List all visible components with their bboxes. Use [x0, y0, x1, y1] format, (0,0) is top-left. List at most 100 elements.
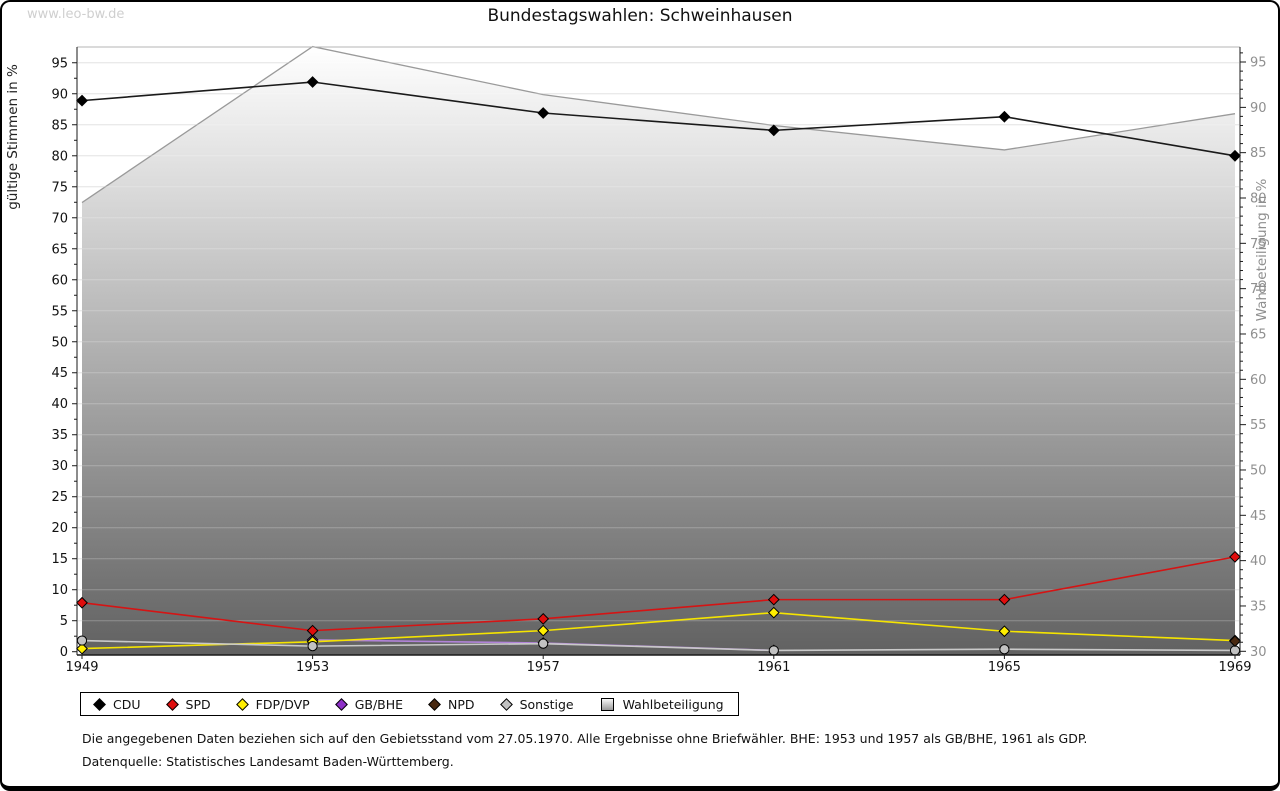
svg-text:1949: 1949	[65, 660, 98, 675]
legend-item-gb-bhe: GB/BHE	[334, 696, 404, 712]
svg-text:70: 70	[1250, 282, 1267, 297]
plot-frame	[76, 46, 1241, 656]
svg-text:1957: 1957	[527, 660, 560, 675]
svg-text:80: 80	[51, 149, 68, 164]
legend-item-spd: SPD	[165, 696, 211, 712]
turnout-line	[81, 45, 1236, 204]
svg-text:90: 90	[51, 87, 68, 102]
legend-item-cdu: CDU	[93, 696, 141, 712]
svg-text:gültige Stimmen in %: gültige Stimmen in %	[5, 64, 21, 210]
marker-spd-1969	[1229, 550, 1241, 563]
svg-text:20: 20	[51, 521, 68, 536]
marker-cdu-1961	[767, 124, 780, 137]
legend-label: FDP/DVP	[255, 696, 310, 712]
marker-cdu-1965	[998, 110, 1011, 123]
svg-text:0: 0	[60, 645, 68, 660]
wahlbeteiligung-legend-marker-icon	[600, 697, 614, 711]
watermark: www.leo-bw.de	[27, 7, 125, 22]
marker-spd-1965	[998, 593, 1011, 606]
svg-text:60: 60	[51, 273, 68, 288]
left-axis: 0 5 10 15 20 25 30 35 40 45 50 55 60 65 70 75 80 85 90 95	[51, 56, 77, 660]
legend-item-sonstige: Sonstige	[499, 696, 574, 712]
marker-cdu-1953	[306, 76, 319, 88]
left-axis-title: gültige Stimmen in %	[5, 64, 21, 210]
marker-sonstige-1957	[538, 638, 549, 649]
marker-cdu-1949	[76, 94, 88, 107]
legend-label: Sonstige	[519, 696, 574, 712]
footnote-datenquelle: Datenquelle: Statistisches Landesamt Bad…	[82, 754, 454, 769]
series-spd	[76, 550, 1241, 637]
svg-text:90: 90	[1250, 101, 1267, 116]
svg-text:65: 65	[51, 242, 68, 257]
right-axis-title: Wahlbeteiligung in %	[1254, 178, 1270, 321]
marker-spd-1957	[537, 612, 550, 625]
svg-text:40: 40	[1250, 554, 1267, 569]
svg-text:45: 45	[1250, 509, 1267, 524]
marker-sonstige-1961	[768, 645, 779, 656]
svg-text:70: 70	[51, 211, 68, 226]
legend: CDU SPD FDP/DVP GB/BHE NPD Sonstige Wahlbeteil…	[80, 692, 739, 716]
marker-fdp-dvp-1957	[537, 624, 550, 637]
marker-sonstige-1969	[1229, 645, 1241, 656]
svg-text:85: 85	[51, 118, 68, 133]
marker-npd-1969	[1229, 635, 1241, 648]
marker-cdu-1957	[537, 107, 550, 119]
svg-text:30: 30	[51, 459, 68, 474]
legend-item-wahlbeteiligung: Wahlbeteiligung	[600, 696, 724, 712]
x-axis: 1949 1953 1957 1961 1965 1969	[65, 655, 1252, 675]
legend-label: CDU	[113, 696, 141, 712]
marker-fdp-dvp-1965	[998, 625, 1011, 638]
svg-text:1961: 1961	[757, 660, 790, 675]
page-title: Bundestagswahlen: Schweinhausen	[487, 6, 793, 26]
svg-text:35: 35	[1250, 599, 1267, 614]
svg-text:80: 80	[1250, 191, 1267, 206]
marker-sonstige-1965	[999, 644, 1010, 655]
svg-text:60: 60	[1250, 373, 1267, 388]
svg-text:30: 30	[1250, 645, 1267, 660]
svg-text:75: 75	[51, 180, 68, 195]
svg-text:50: 50	[51, 335, 68, 350]
legend-label: Wahlbeteiligung	[622, 696, 724, 712]
spd-legend-marker-icon	[165, 697, 179, 711]
marker-fdp-dvp-1949	[76, 642, 88, 655]
legend-label: NPD	[448, 696, 475, 712]
marker-sonstige-1949	[76, 635, 88, 646]
marker-sonstige-1953	[307, 641, 318, 652]
svg-text:45: 45	[51, 366, 68, 381]
gb-bhe-legend-marker-icon	[334, 697, 348, 711]
svg-text:65: 65	[1250, 327, 1267, 342]
svg-text:1969: 1969	[1218, 660, 1251, 675]
svg-text:Wahlbeteiligung in %: Wahlbeteiligung in %	[1254, 178, 1270, 321]
svg-text:55: 55	[51, 304, 68, 319]
marker-cdu-1969	[1229, 149, 1241, 162]
svg-text:5: 5	[60, 614, 68, 629]
svg-text:50: 50	[1250, 463, 1267, 478]
marker-fdp-dvp-1961	[767, 606, 780, 619]
legend-item-npd: NPD	[428, 696, 475, 712]
svg-text:75: 75	[1250, 237, 1267, 252]
marker-spd-1953	[306, 624, 319, 637]
svg-text:95: 95	[1250, 56, 1267, 71]
marker-spd-1961	[767, 593, 780, 606]
svg-text:25: 25	[51, 490, 68, 505]
cdu-legend-marker-icon	[93, 697, 106, 711]
legend-label: GB/BHE	[354, 696, 404, 712]
svg-text:40: 40	[51, 397, 68, 412]
svg-text:35: 35	[51, 428, 68, 443]
npd-legend-marker-icon	[428, 697, 441, 711]
svg-text:10: 10	[51, 583, 68, 598]
svg-text:15: 15	[51, 552, 68, 567]
chart-plot-area: 0 5 10 15 20 25 30 35 40 45 50 55 60 65 70 75 80 85 90 95 30…	[5, 45, 1270, 675]
legend-label: SPD	[185, 696, 211, 712]
svg-text:1953: 1953	[296, 660, 329, 675]
fdp-dvp-legend-marker-icon	[235, 697, 249, 711]
right-axis: 30 35 40 45 50 55 60 65 70 75 80 85 90 95	[1240, 52, 1267, 660]
footnote-gebietsstand: Die angegebenen Daten beziehen sich auf …	[82, 731, 1088, 746]
gridlines-overlay	[78, 62, 1239, 622]
sonstige-legend-marker-icon	[499, 697, 513, 711]
svg-text:55: 55	[1250, 418, 1267, 433]
series-npd	[1229, 635, 1241, 648]
svg-text:95: 95	[51, 56, 68, 71]
legend-item-fdp-dvp: FDP/DVP	[235, 696, 310, 712]
